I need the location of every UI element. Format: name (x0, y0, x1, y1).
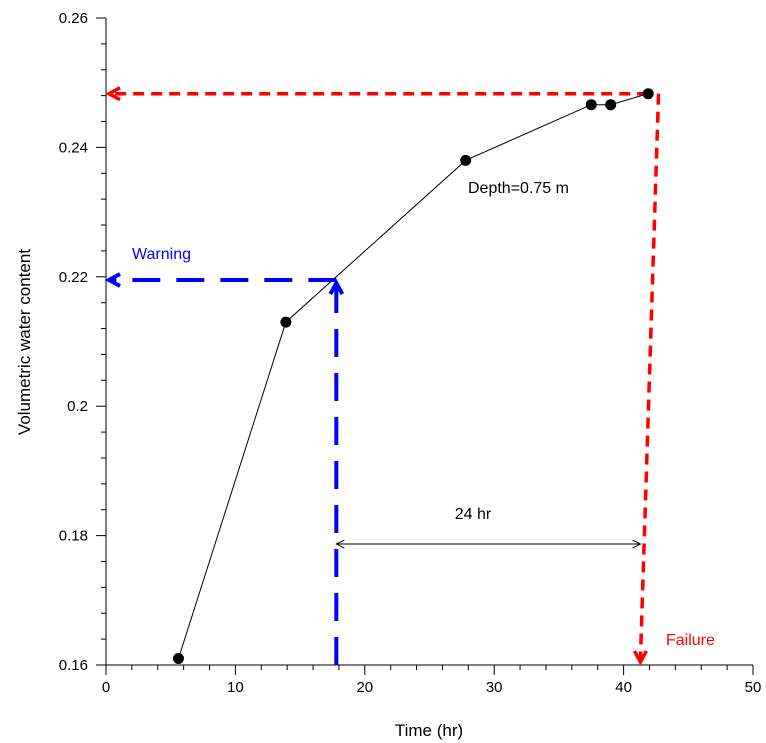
x-axis-title: Time (hr) (395, 721, 463, 740)
warning-vertical-arrowhead (328, 278, 345, 295)
y-tick-label: 0.18 (59, 528, 88, 545)
y-tick-label: 0.26 (59, 10, 88, 27)
axes (105, 18, 753, 666)
failure-vertical-line (638, 93, 661, 660)
y-axis-ticks: 0.16 0.18 0.2 0.22 0.24 0.26 (59, 10, 106, 674)
data-point (585, 99, 597, 111)
x-tick-label: 20 (356, 679, 373, 696)
data-point (280, 316, 292, 328)
x-tick-label: 0 (102, 679, 110, 696)
x-axis-ticks: 0 10 20 30 40 50 (102, 665, 762, 696)
warning-label: Warning (132, 246, 191, 263)
x-tick-label: 30 (486, 679, 503, 696)
series-line (177, 93, 649, 659)
interval-label: 24 hr (455, 506, 492, 523)
data-point (605, 99, 617, 111)
y-tick-label: 0.22 (59, 269, 88, 286)
depth-label: Depth=0.75 m (468, 180, 569, 197)
data-point (460, 154, 472, 166)
y-tick-label: 0.2 (67, 398, 88, 415)
x-tick-label: 10 (227, 679, 244, 696)
failure-horizontal-arrowhead (105, 86, 121, 102)
annotation-guides (104, 86, 661, 666)
failure-label: Failure (666, 632, 715, 649)
series (172, 88, 654, 665)
y-axis-title: Volumetric water content (15, 249, 34, 435)
failure-vertical-arrowhead (632, 650, 648, 666)
x-tick-label: 50 (745, 679, 762, 696)
data-point (642, 88, 654, 100)
warning-horizontal-arrowhead (104, 272, 121, 288)
x-tick-label: 40 (615, 679, 632, 696)
y-tick-label: 0.16 (59, 657, 88, 674)
data-point (172, 653, 184, 665)
y-tick-label: 0.24 (59, 139, 88, 156)
